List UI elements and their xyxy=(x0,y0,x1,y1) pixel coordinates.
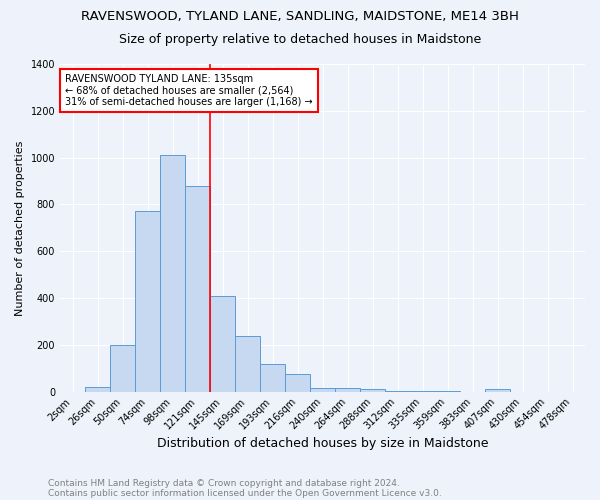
Bar xyxy=(260,364,285,392)
Bar xyxy=(85,387,110,392)
Bar xyxy=(210,296,235,392)
Bar xyxy=(110,345,135,392)
Bar xyxy=(235,336,260,392)
X-axis label: Distribution of detached houses by size in Maidstone: Distribution of detached houses by size … xyxy=(157,437,488,450)
Bar xyxy=(410,390,435,392)
Bar xyxy=(185,186,210,392)
Bar xyxy=(310,388,335,392)
Bar xyxy=(160,156,185,392)
Y-axis label: Number of detached properties: Number of detached properties xyxy=(15,140,25,316)
Bar xyxy=(385,390,410,392)
Bar xyxy=(360,390,385,392)
Text: Contains HM Land Registry data © Crown copyright and database right 2024.: Contains HM Land Registry data © Crown c… xyxy=(48,478,400,488)
Text: Size of property relative to detached houses in Maidstone: Size of property relative to detached ho… xyxy=(119,32,481,46)
Text: RAVENSWOOD, TYLAND LANE, SANDLING, MAIDSTONE, ME14 3BH: RAVENSWOOD, TYLAND LANE, SANDLING, MAIDS… xyxy=(81,10,519,23)
Text: Contains public sector information licensed under the Open Government Licence v3: Contains public sector information licen… xyxy=(48,488,442,498)
Text: RAVENSWOOD TYLAND LANE: 135sqm
← 68% of detached houses are smaller (2,564)
31% : RAVENSWOOD TYLAND LANE: 135sqm ← 68% of … xyxy=(65,74,313,107)
Bar xyxy=(485,389,510,392)
Bar xyxy=(285,374,310,392)
Bar xyxy=(135,212,160,392)
Bar xyxy=(335,388,360,392)
